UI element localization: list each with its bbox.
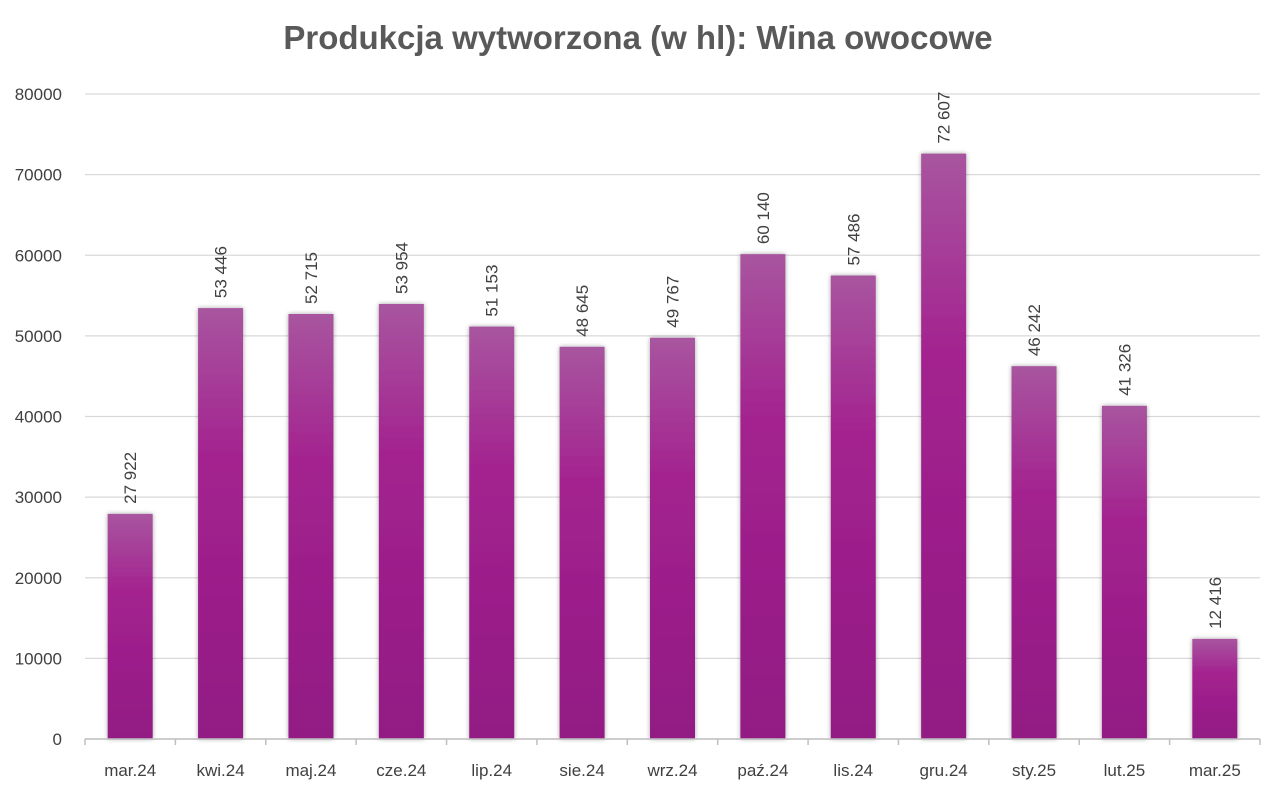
data-label: 60 140 xyxy=(754,192,773,244)
x-tick-label: mar.24 xyxy=(104,761,156,780)
data-label: 52 715 xyxy=(302,252,321,304)
bar-sty.25 xyxy=(1011,366,1057,739)
bar-wrz.24 xyxy=(650,337,695,739)
y-tick-label: 80000 xyxy=(15,85,62,104)
x-tick-label: lut.25 xyxy=(1104,761,1146,780)
y-tick-label: 10000 xyxy=(15,649,62,668)
data-label: 72 607 xyxy=(935,92,954,144)
x-tick-label: cze.24 xyxy=(376,761,426,780)
data-label: 49 767 xyxy=(664,276,683,328)
data-label: 48 645 xyxy=(573,285,592,337)
bar-sie.24 xyxy=(559,346,605,739)
data-label: 46 242 xyxy=(1025,304,1044,356)
x-tick-label: kwi.24 xyxy=(196,761,244,780)
x-tick-label: paź.24 xyxy=(737,761,788,780)
x-tick-label: lip.24 xyxy=(471,761,512,780)
x-tick-label: wrz.24 xyxy=(646,761,697,780)
y-tick-label: 30000 xyxy=(15,488,62,507)
x-tick-label: mar.25 xyxy=(1189,761,1241,780)
data-label: 53 954 xyxy=(392,242,411,294)
x-tick-label: lis.24 xyxy=(833,761,873,780)
y-tick-label: 20000 xyxy=(15,569,62,588)
bar-paź.24 xyxy=(740,254,786,739)
bar-lut.25 xyxy=(1101,405,1147,739)
bar-mar.25 xyxy=(1192,638,1238,739)
data-label: 41 326 xyxy=(1115,344,1134,396)
data-label: 51 153 xyxy=(483,265,502,317)
data-label: 27 922 xyxy=(121,452,140,504)
bar-lip.24 xyxy=(469,326,515,739)
bar-kwi.24 xyxy=(198,308,244,739)
y-tick-label: 50000 xyxy=(15,327,62,346)
x-tick-label: maj.24 xyxy=(285,761,336,780)
y-tick-label: 40000 xyxy=(15,408,62,427)
x-tick-label: gru.24 xyxy=(920,761,968,780)
chart-title: Produkcja wytworzona (w hl): Wina owocow… xyxy=(283,19,992,56)
x-tick-label: sie.24 xyxy=(559,761,604,780)
bar-cze.24 xyxy=(378,303,424,739)
data-label: 12 416 xyxy=(1206,577,1225,629)
data-label: 57 486 xyxy=(844,214,863,266)
y-tick-label: 0 xyxy=(53,730,62,749)
x-tick-label: sty.25 xyxy=(1012,761,1056,780)
bar-mar.24 xyxy=(107,513,153,739)
bar-lis.24 xyxy=(830,275,876,739)
data-label: 53 446 xyxy=(212,246,231,298)
y-tick-label: 70000 xyxy=(15,166,62,185)
y-tick-label: 60000 xyxy=(15,246,62,265)
bar-gru.24 xyxy=(921,153,967,739)
bar-maj.24 xyxy=(288,313,334,739)
